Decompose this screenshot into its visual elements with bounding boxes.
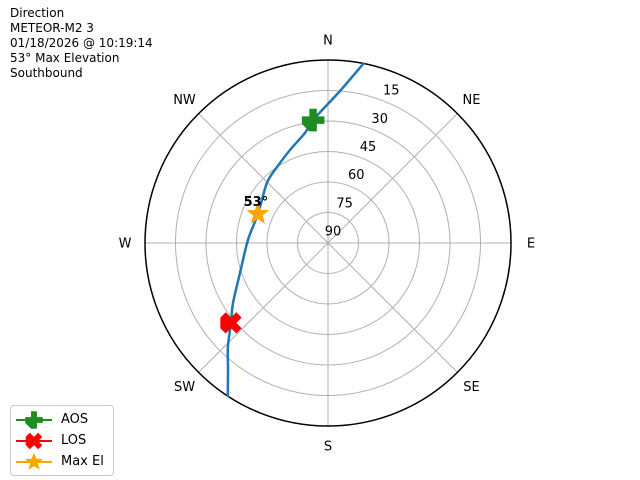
compass-label-se: SE: [463, 380, 479, 395]
compass-spoke-ne: [327, 113, 458, 244]
elevation-tick-label-90: 90: [325, 225, 342, 240]
pass-info-timestamp: 01/18/2026 @ 10:19:14: [10, 36, 153, 50]
horizon-circle: [144, 59, 512, 427]
compass-label-nw: NW: [173, 93, 196, 108]
elevation-tick-label-15: 15: [383, 84, 400, 99]
pass-info-heading: Southbound: [10, 66, 83, 80]
legend: AOS LOS Max El: [10, 405, 114, 476]
legend-los-x-icon: [25, 432, 43, 449]
legend-sample-los: [16, 432, 52, 449]
elevation-tick-label-45: 45: [360, 140, 377, 155]
pass-info-satellite-name: METEOR-M2 3: [10, 21, 94, 35]
compass-label-w: W: [119, 237, 132, 252]
legend-max-el-star-icon: [24, 452, 44, 470]
legend-label-max-el: Max El: [61, 454, 104, 469]
compass-label-n: N: [323, 34, 333, 49]
compass-spoke-nw: [198, 113, 329, 244]
compass-label-e: E: [527, 237, 535, 252]
legend-aos-plus-icon: [25, 410, 43, 429]
compass-label-sw: SW: [174, 380, 195, 395]
compass-spoke-sw: [198, 242, 329, 373]
aos-marker-plus-icon: [301, 108, 325, 132]
elevation-tick-label-30: 30: [371, 112, 388, 127]
legend-sample-max-el: [16, 452, 52, 470]
pass-info-direction-title: Direction: [10, 6, 65, 20]
elevation-tick-label-60: 60: [348, 168, 365, 183]
compass-label-ne: NE: [463, 93, 481, 108]
legend-label-aos: AOS: [61, 412, 89, 427]
legend-item-los: LOS: [15, 430, 104, 451]
legend-sample-aos: [16, 410, 52, 429]
elevation-tick-label-75: 75: [336, 196, 353, 211]
legend-label-los: LOS: [61, 433, 87, 448]
legend-item-aos: AOS: [15, 409, 104, 430]
max-el-marker-star-icon: [246, 202, 270, 224]
pass-info-block: Direction METEOR-M2 3 01/18/2026 @ 10:19…: [10, 6, 153, 81]
compass-spoke-se: [327, 242, 458, 373]
legend-item-max-el: Max El: [15, 451, 104, 472]
max-el-annotation: 53°: [244, 195, 269, 210]
los-marker-x-icon: [220, 312, 242, 334]
compass-label-s: S: [324, 440, 332, 455]
pass-info-max-elevation: 53° Max Elevation: [10, 51, 120, 65]
